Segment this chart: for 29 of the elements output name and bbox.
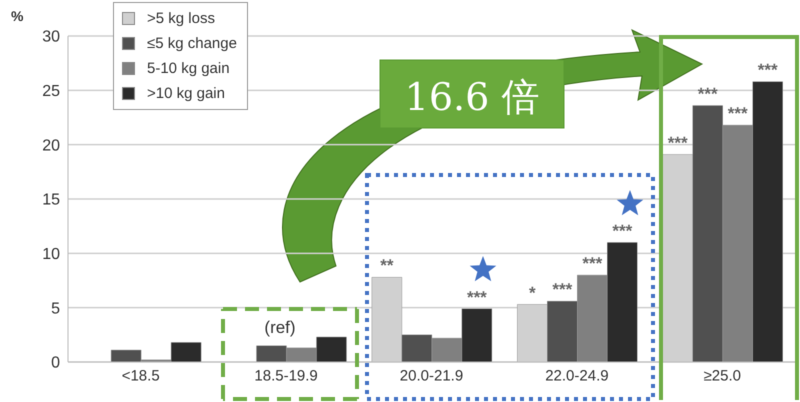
data-label: ***: [668, 133, 688, 152]
x-tick-label: 20.0-21.9: [400, 368, 464, 385]
y-tick-label: 20: [42, 137, 60, 154]
legend-label: >10 kg gain: [147, 85, 225, 102]
x-tick-label: 18.5-19.9: [254, 368, 318, 385]
x-tick-label: <18.5: [122, 368, 160, 385]
x-tick-label: ≥25.0: [704, 368, 742, 385]
annotation: (ref): [264, 318, 296, 337]
y-axis-title: %: [11, 8, 24, 24]
y-tick-label: 15: [42, 192, 60, 209]
y-tick-label: 10: [42, 246, 60, 264]
legend-label: >5 kg loss: [147, 10, 215, 27]
data-label: ***: [582, 254, 603, 274]
legend-label: 5-10 kg gain: [147, 60, 230, 77]
data-label: ***: [728, 104, 748, 124]
data-label: ***: [612, 221, 633, 240]
data-label: ***: [698, 84, 718, 104]
x-tick-label: 22.0-24.9: [545, 368, 609, 385]
data-label: **: [380, 256, 394, 276]
y-tick-label: 5: [51, 300, 60, 318]
data-label: ***: [552, 280, 573, 300]
y-tick-label: 30: [42, 28, 60, 46]
data-label: *: [528, 283, 536, 302]
y-tick-label: 25: [42, 83, 60, 100]
data-label: ***: [466, 288, 488, 307]
annotation: 16.6 倍: [404, 75, 540, 119]
legend-label: ≤5 kg change: [147, 35, 237, 52]
data-label: ***: [758, 60, 778, 80]
y-tick-label: 0: [51, 354, 60, 372]
